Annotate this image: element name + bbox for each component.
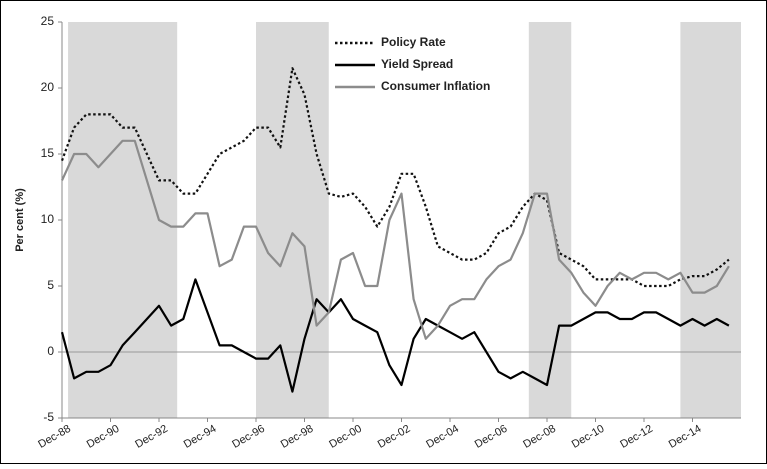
y-tick-label: -5 [43, 410, 54, 424]
y-tick-label: 20 [41, 80, 55, 94]
y-tick-label: 15 [41, 146, 55, 160]
series-line [60, 278, 730, 393]
shaded-period [680, 22, 741, 418]
legend-label: Consumer Inflation [381, 79, 490, 93]
y-tick-label: 5 [47, 278, 54, 292]
series-line [60, 67, 730, 288]
legend-label: Yield Spread [381, 57, 453, 71]
legend-label: Policy Rate [381, 35, 446, 49]
y-tick-label: 10 [41, 212, 55, 226]
shaded-period [528, 22, 572, 418]
y-tick-label: 0 [47, 344, 54, 358]
series-line [61, 139, 730, 340]
y-axis-label: Per cent (%) [14, 188, 26, 252]
y-tick-label: 25 [41, 14, 55, 28]
